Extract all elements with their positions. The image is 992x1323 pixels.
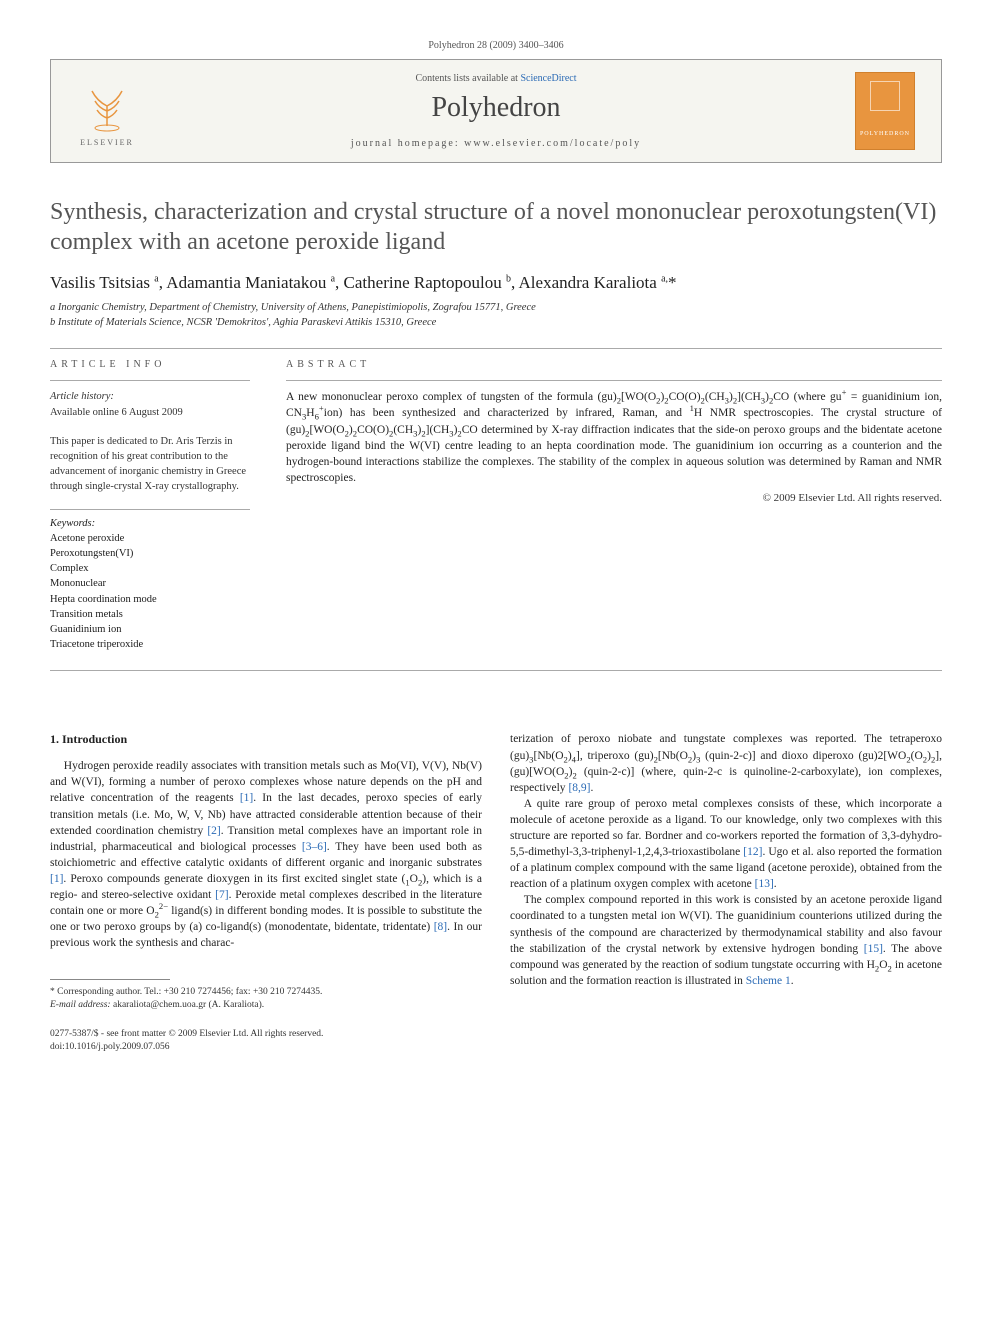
- keyword: Mononuclear: [50, 576, 250, 591]
- footer: 0277-5387/$ - see front matter © 2009 El…: [50, 1028, 942, 1054]
- homepage-url[interactable]: www.elsevier.com/locate/poly: [464, 138, 641, 149]
- homepage-prefix: journal homepage:: [351, 138, 464, 149]
- publisher-block: ELSEVIER: [67, 76, 147, 147]
- divider-bottom: [50, 670, 942, 671]
- divider-top: [50, 348, 942, 349]
- cover-block: POLYHEDRON: [845, 72, 925, 150]
- keyword: Peroxotungsten(VI): [50, 546, 250, 561]
- keyword: Acetone peroxide: [50, 531, 250, 546]
- citation-header: Polyhedron 28 (2009) 3400–3406: [50, 40, 942, 51]
- article-info-label: ARTICLE INFO: [50, 359, 250, 370]
- body-paragraph: A quite rare group of peroxo metal compl…: [510, 796, 942, 893]
- history-label: Article history:: [50, 389, 250, 404]
- cover-label: POLYHEDRON: [856, 131, 914, 137]
- body-paragraph: The complex compound reported in this wo…: [510, 892, 942, 989]
- divider-keywords: [50, 509, 250, 510]
- contents-line: Contents lists available at ScienceDirec…: [147, 73, 845, 84]
- contents-prefix: Contents lists available at: [415, 73, 520, 84]
- affiliation-b: b Institute of Materials Science, NCSR '…: [50, 316, 942, 331]
- abstract-text: A new mononuclear peroxo complex of tung…: [286, 389, 942, 486]
- keywords-list: Acetone peroxide Peroxotungsten(VI) Comp…: [50, 531, 250, 653]
- corr-email-line: E-mail address: akaraliota@chem.uoa.gr (…: [50, 999, 482, 1012]
- footnote-separator: [50, 979, 170, 980]
- abstract-label: ABSTRACT: [286, 359, 942, 370]
- history-value: Available online 6 August 2009: [50, 405, 250, 420]
- banner-center: Contents lists available at ScienceDirec…: [147, 73, 845, 149]
- page-root: Polyhedron 28 (2009) 3400–3406 ELSEVIER …: [0, 0, 992, 1094]
- author-list: Vasilis Tsitsias a, Adamantia Maniatakou…: [50, 273, 942, 293]
- publisher-name: ELSEVIER: [80, 138, 134, 147]
- keyword: Hepta coordination mode: [50, 592, 250, 607]
- corresponding-author-footnote: * Corresponding author. Tel.: +30 210 72…: [50, 986, 482, 1012]
- abstract-copyright: © 2009 Elsevier Ltd. All rights reserved…: [286, 492, 942, 504]
- affiliations: a Inorganic Chemistry, Department of Che…: [50, 301, 942, 330]
- keyword: Transition metals: [50, 607, 250, 622]
- meta-row: ARTICLE INFO Article history: Available …: [50, 359, 942, 652]
- body-col-right: terization of peroxo niobate and tungsta…: [510, 731, 942, 1012]
- footer-frontmatter: 0277-5387/$ - see front matter © 2009 El…: [50, 1028, 942, 1041]
- abstract-col: ABSTRACT A new mononuclear peroxo comple…: [286, 359, 942, 652]
- keywords-label: Keywords:: [50, 518, 250, 529]
- divider-abstract: [286, 380, 942, 381]
- email-label: E-mail address:: [50, 1000, 111, 1010]
- body-paragraph: terization of peroxo niobate and tungsta…: [510, 731, 942, 795]
- dedication: This paper is dedicated to Dr. Aris Terz…: [50, 434, 250, 495]
- footer-doi: doi:10.1016/j.poly.2009.07.056: [50, 1041, 942, 1054]
- affiliation-a: a Inorganic Chemistry, Department of Che…: [50, 301, 942, 316]
- corr-line: * Corresponding author. Tel.: +30 210 72…: [50, 986, 482, 999]
- keyword: Complex: [50, 561, 250, 576]
- divider-info: [50, 380, 250, 381]
- body-paragraph: Hydrogen peroxide readily associates wit…: [50, 758, 482, 951]
- article-info-col: ARTICLE INFO Article history: Available …: [50, 359, 250, 652]
- journal-homepage: journal homepage: www.elsevier.com/locat…: [147, 138, 845, 149]
- keyword: Guanidinium ion: [50, 622, 250, 637]
- article-title: Synthesis, characterization and crystal …: [50, 197, 942, 257]
- sciencedirect-link[interactable]: ScienceDirect: [520, 73, 576, 84]
- article-history: Article history: Available online 6 Augu…: [50, 389, 250, 419]
- section-heading-intro: 1. Introduction: [50, 731, 482, 748]
- body-col-left: 1. Introduction Hydrogen peroxide readil…: [50, 731, 482, 1012]
- journal-banner: ELSEVIER Contents lists available at Sci…: [50, 59, 942, 163]
- journal-name: Polyhedron: [147, 92, 845, 124]
- email-address[interactable]: akaraliota@chem.uoa.gr: [113, 1000, 206, 1010]
- body-columns: 1. Introduction Hydrogen peroxide readil…: [50, 731, 942, 1012]
- email-owner: (A. Karaliota).: [209, 1000, 265, 1010]
- journal-cover-thumb: POLYHEDRON: [855, 72, 915, 150]
- keyword: Triacetone triperoxide: [50, 637, 250, 652]
- elsevier-tree-logo: [77, 76, 137, 136]
